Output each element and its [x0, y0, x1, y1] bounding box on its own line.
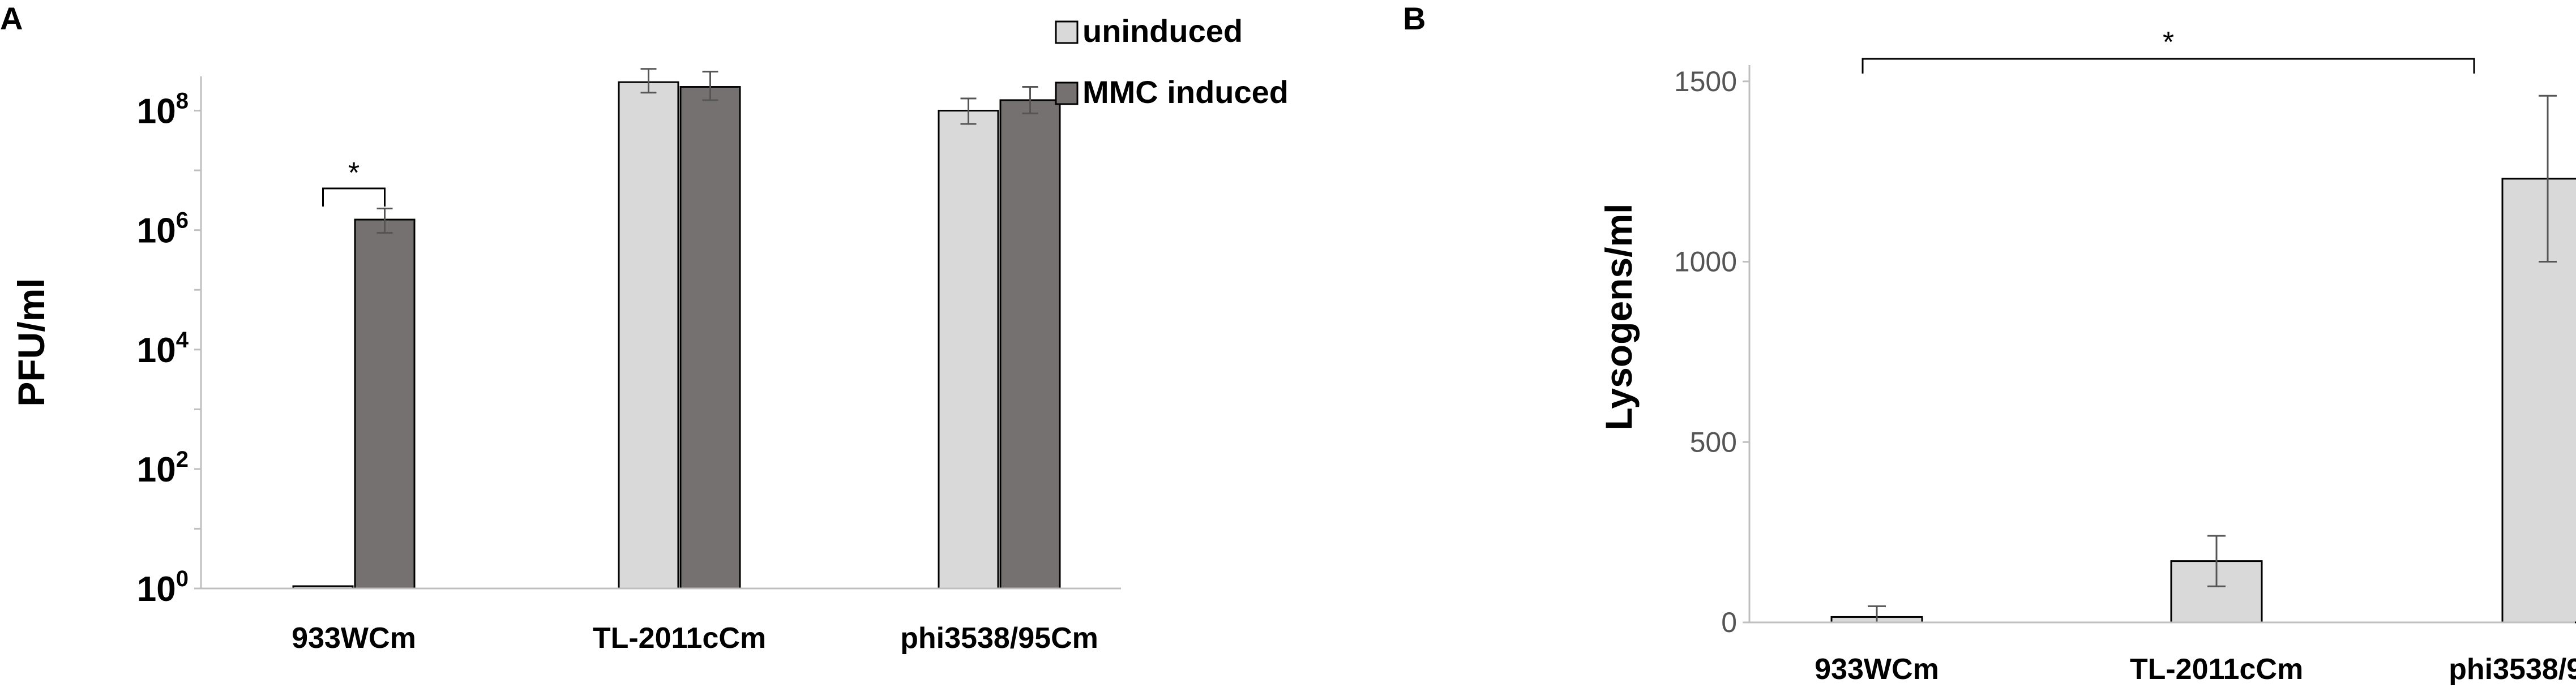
significance-star: *: [2163, 26, 2174, 59]
x-axis: 933WCm TL-2011cCm phi3538/95Cm: [201, 587, 1121, 655]
x-tick-label: 933WCm: [1815, 653, 1939, 686]
y-tick-label: 0: [1721, 607, 1737, 638]
y-tick-label: 108: [137, 89, 189, 131]
legend-swatch: [1055, 20, 1079, 44]
panel-b: B 0 500 1000 1500 Lysogens/ml 933WCm TL-2011c…: [1403, 1, 2576, 686]
significance-bracket: [1862, 58, 2475, 74]
legend: uninduced MMC induced: [1055, 13, 1289, 110]
panel-b-letter: B: [1403, 1, 1426, 36]
x-tick-label: phi3538/95Cm: [900, 622, 1098, 655]
legend-swatch: [1055, 81, 1079, 105]
bar: [938, 110, 999, 590]
bar: [2170, 560, 2263, 624]
significance-star: *: [348, 157, 360, 190]
y-axis: 100 102 104 106 108 PFU/ml: [10, 76, 202, 609]
significance-annotation: *: [1862, 26, 2475, 74]
panel-a: A 100 102 104 106 108 PFU/ml 933WCm TL-2011cCm…: [0, 1, 1289, 655]
y-axis-title: Lysogens/ml: [1598, 204, 1640, 431]
significance-annotation: *: [322, 157, 386, 207]
x-axis: 933WCm TL-2011cCm phi3538/95Cm: [1749, 621, 2576, 686]
legend-label: uninduced: [1082, 13, 1243, 49]
y-tick-label: 104: [137, 328, 189, 370]
x-tick-label: phi3538/95Cm: [2449, 653, 2576, 686]
x-tick-label: 933WCm: [292, 622, 416, 655]
x-tick-label: TL-2011cCm: [593, 622, 766, 655]
y-tick-label: 100: [137, 566, 189, 609]
bars: [292, 68, 1061, 590]
y-tick-label: 102: [137, 447, 189, 489]
y-tick-label: 1000: [1674, 246, 1737, 278]
bar: [618, 81, 679, 590]
bar: [999, 99, 1061, 590]
panel-a-letter: A: [0, 1, 23, 36]
bar: [354, 218, 416, 590]
y-axis: 0 500 1000 1500 Lysogens/ml: [1598, 65, 1751, 638]
significance-bracket: [322, 187, 386, 207]
y-axis-title: PFU/ml: [10, 278, 52, 406]
x-tick-label: TL-2011cCm: [2130, 653, 2303, 686]
bars: [1830, 94, 2576, 624]
y-tick-label: 106: [137, 208, 189, 251]
y-tick-label: 1500: [1674, 66, 1737, 97]
legend-label: MMC induced: [1082, 74, 1289, 110]
bar: [2501, 178, 2576, 624]
bar: [679, 86, 741, 590]
y-tick-label: 500: [1690, 426, 1737, 458]
